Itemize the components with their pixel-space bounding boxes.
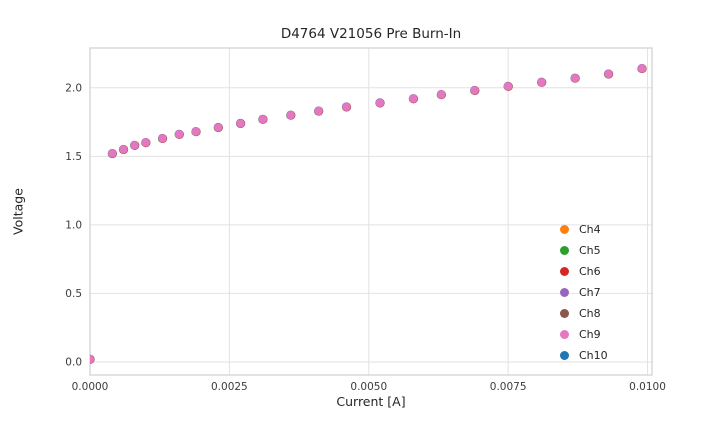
x-tick-label: 0.0025 [211,381,248,393]
data-point [375,98,385,108]
chart-title: D4764 V21056 Pre Burn-In [280,26,462,42]
legend-item: Ch9 [560,324,608,345]
data-point [175,130,184,139]
data-point [236,119,245,128]
data-point [604,69,613,79]
data-point [214,123,223,132]
legend-label: Ch4 [579,223,601,236]
x-tick-label: 0.0075 [490,381,527,393]
data-point [437,90,446,99]
series-group [90,63,647,364]
legend-swatch-icon [560,330,569,339]
y-tick-label: 1.5 [65,151,82,163]
data-point [342,102,351,112]
data-point [286,110,295,120]
legend-label: Ch8 [579,307,601,320]
legend-swatch-icon [560,351,569,360]
data-point [191,127,201,136]
legend-label: Ch9 [579,328,601,341]
y-tick-label: 0.0 [65,356,82,368]
data-point [314,106,323,116]
x-tick-label: 0.0000 [72,381,109,393]
data-point [570,73,580,83]
data-point [90,355,95,364]
data-point [119,145,128,154]
data-point [637,64,647,73]
x-tick-label: 0.0050 [350,381,387,393]
data-point [108,149,117,158]
data-point [158,134,167,143]
data-point [537,78,546,87]
data-point [503,82,513,91]
legend-item: Ch8 [560,303,608,324]
legend-item: Ch10 [560,345,608,366]
data-point [130,141,139,150]
legend-label: Ch10 [579,349,608,362]
plot-frame [89,47,653,376]
legend-item: Ch7 [560,282,608,303]
y-tick-label: 2.0 [65,82,82,94]
legend-label: Ch5 [579,244,601,257]
x-axis-label: Current [A] [336,394,406,409]
legend-item: Ch4 [560,219,608,240]
data-point [141,138,150,147]
legend-swatch-icon [560,246,569,255]
legend-label: Ch7 [579,286,601,299]
y-axis-label: Voltage [10,188,26,235]
legend-swatch-icon [560,267,569,276]
legend-item: Ch6 [560,261,608,282]
legend: Ch4 Ch5 Ch6 Ch7 Ch8 Ch9 Ch10 [560,219,608,366]
legend-item: Ch5 [560,240,608,261]
x-tick-label: 0.0100 [629,381,666,393]
legend-swatch-icon [560,288,569,297]
y-tick-label: 0.5 [65,288,82,300]
data-point [258,115,268,124]
y-tick-label: 1.0 [65,219,82,231]
legend-swatch-icon [560,309,569,318]
legend-swatch-icon [560,225,569,234]
legend-label: Ch6 [579,265,601,278]
data-point [470,86,479,95]
data-point [409,94,418,103]
